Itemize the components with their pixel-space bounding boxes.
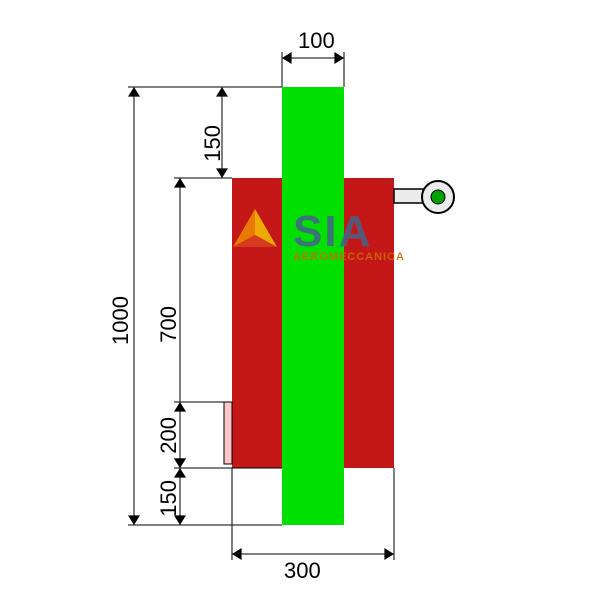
dim-150-bot: 150 [156,480,182,517]
sia-logo-icon [225,205,285,265]
dim-1000: 1000 [108,296,134,345]
sia-watermark: SIA AEROMECCANICA [225,205,405,265]
diagram-svg [0,0,600,600]
sia-sub-text: AEROMECCANICA [293,251,405,263]
dim-200: 200 [156,417,182,454]
dim-150-top: 150 [200,125,226,162]
dim-300: 300 [284,558,321,584]
dim-700: 700 [156,306,182,343]
sia-logo-text: SIA [293,207,405,257]
dim-100: 100 [298,28,335,54]
